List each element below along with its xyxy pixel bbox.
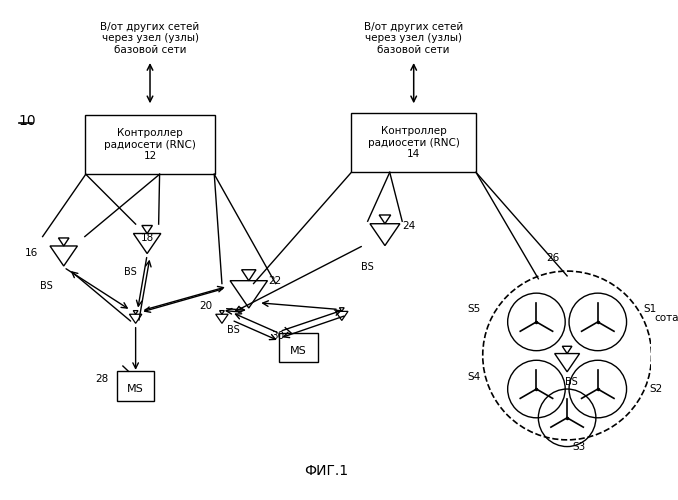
Bar [117, 371, 154, 400]
Text: S3: S3 [572, 442, 585, 452]
Bar [279, 333, 318, 362]
Bar [85, 115, 215, 174]
Text: BS: BS [227, 325, 240, 335]
Text: 10: 10 [19, 114, 37, 128]
Text: MS: MS [290, 346, 307, 356]
Text: Контроллер
радиосети (RNC)
12: Контроллер радиосети (RNC) 12 [104, 128, 196, 161]
Text: 16: 16 [24, 248, 38, 258]
Text: Контроллер
радиосети (RNC)
14: Контроллер радиосети (RNC) 14 [367, 126, 460, 159]
Text: В/от других сетей
через узел (узлы)
базовой сети: В/от других сетей через узел (узлы) базо… [100, 22, 199, 55]
Text: 22: 22 [268, 276, 281, 285]
Text: S5: S5 [468, 304, 481, 314]
Text: ФИГ.1: ФИГ.1 [304, 464, 348, 478]
Text: BS: BS [125, 268, 137, 278]
Bar [351, 113, 476, 172]
Text: В/от других сетей
через узел (узлы)
базовой сети: В/от других сетей через узел (узлы) базо… [364, 22, 463, 55]
Text: BS: BS [361, 262, 374, 272]
Text: сота: сота [654, 312, 678, 322]
Text: 30: 30 [271, 332, 284, 342]
Text: BS: BS [565, 376, 578, 386]
Text: 24: 24 [402, 221, 416, 231]
Text: 18: 18 [140, 234, 154, 243]
Text: S2: S2 [650, 384, 663, 394]
Text: MS: MS [127, 384, 144, 394]
Text: 20: 20 [199, 300, 212, 310]
Text: S1: S1 [644, 304, 657, 314]
Text: 26: 26 [546, 254, 559, 264]
Text: BS: BS [40, 280, 53, 290]
Text: 28: 28 [96, 374, 108, 384]
Text: S4: S4 [468, 372, 481, 382]
